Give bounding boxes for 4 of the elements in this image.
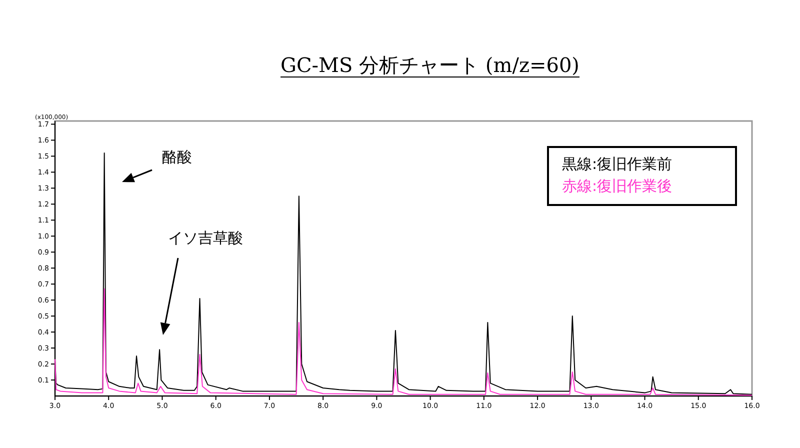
annotation: 酪酸 xyxy=(162,148,192,166)
chart-title: GC-MS 分析チャート (m/z=60) xyxy=(280,53,580,77)
annotation: イソ吉草酸 xyxy=(168,229,243,247)
legend: 黒線:復旧作業前 赤線:復旧作業後 xyxy=(547,146,737,206)
